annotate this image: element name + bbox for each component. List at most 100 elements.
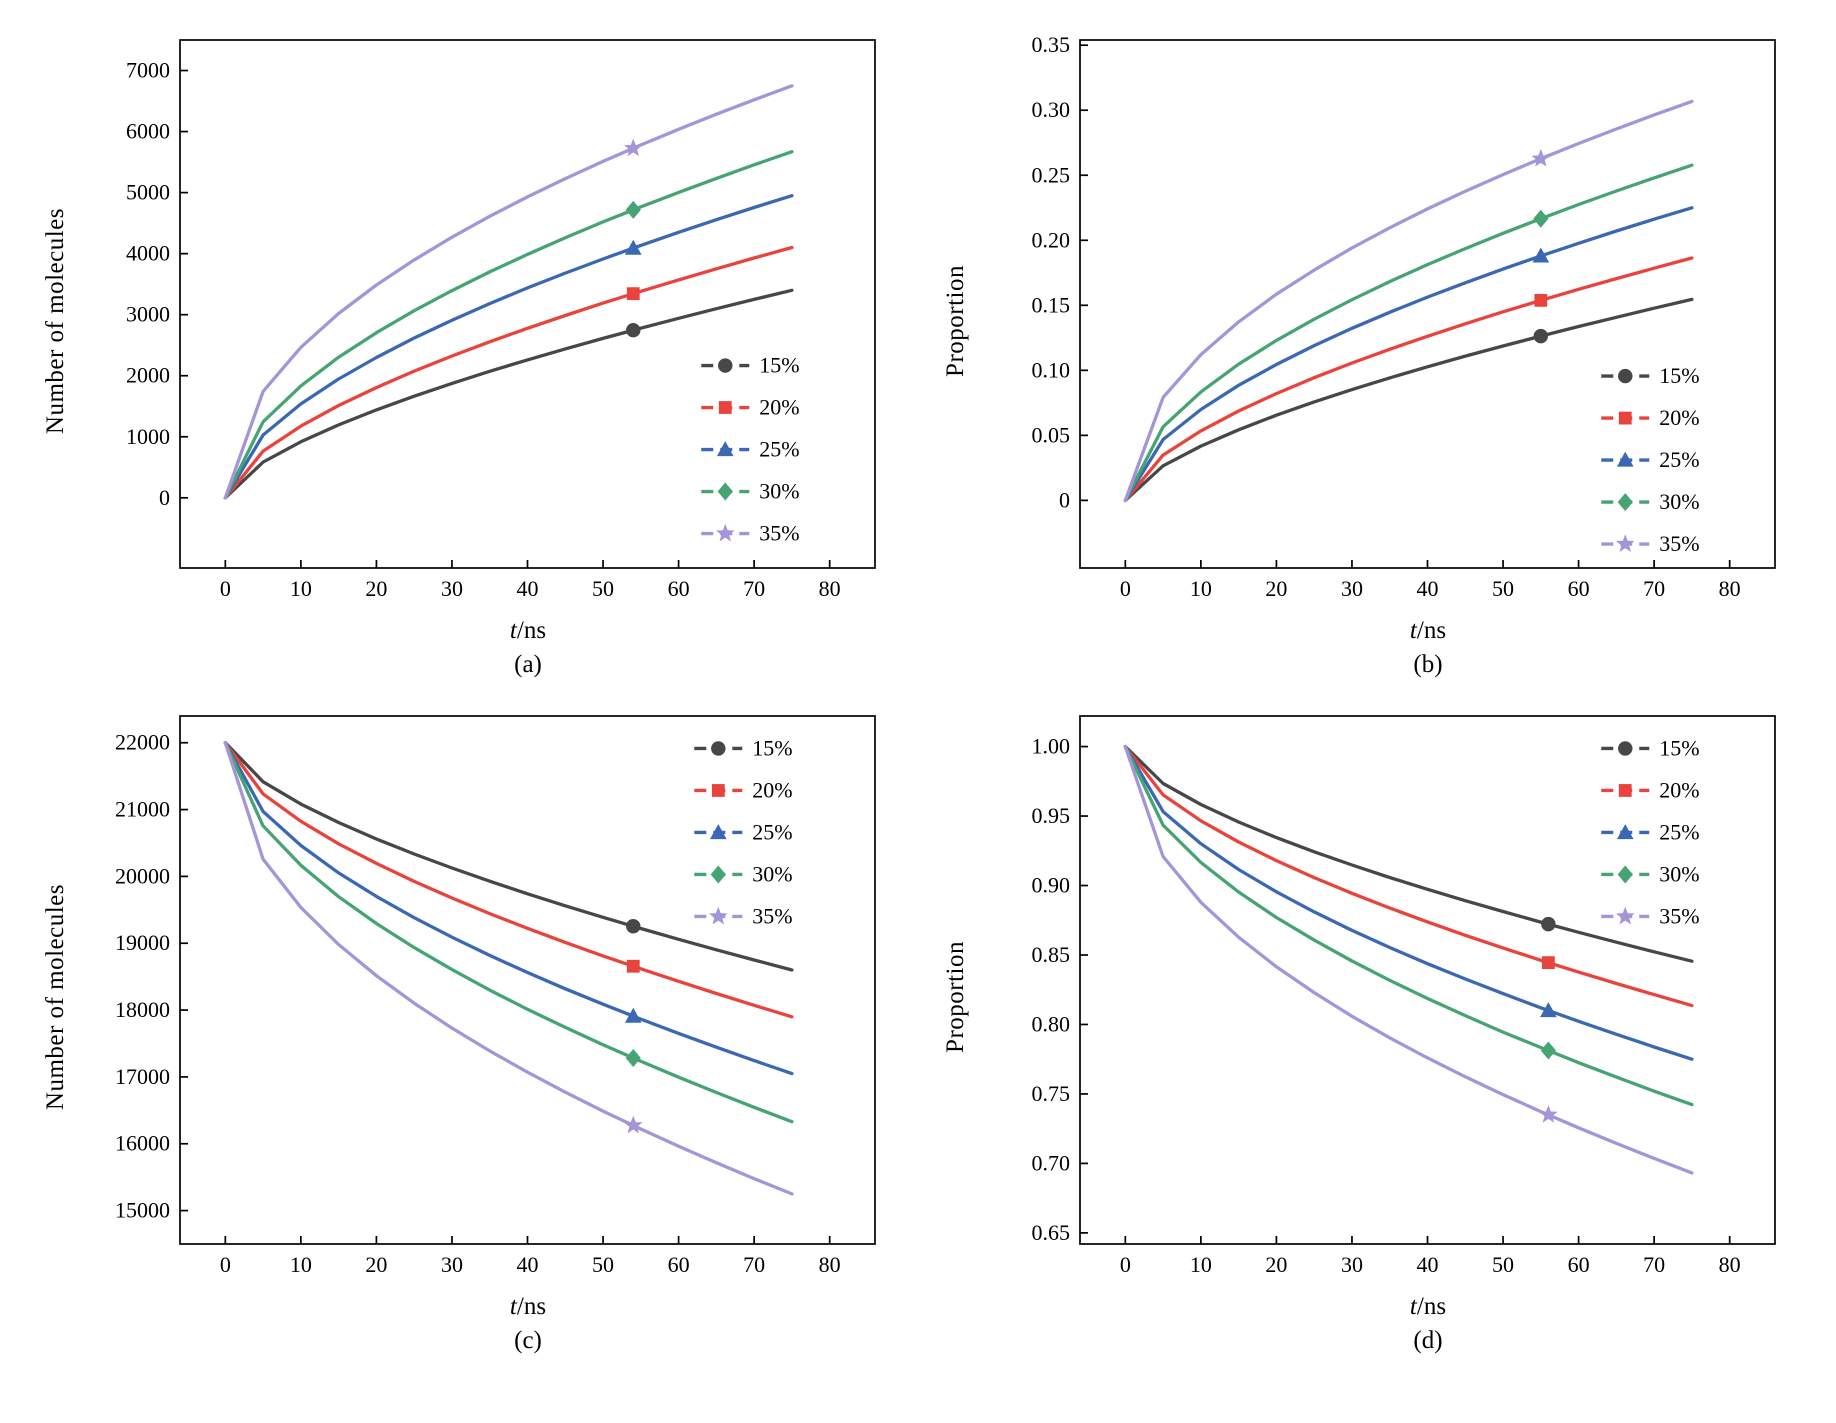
- marker-square-20pct: [1541, 956, 1555, 970]
- series-line-35pct: [223, 741, 794, 1196]
- x-axis-variable: t: [509, 617, 517, 644]
- marker-diamond-legend-30pct: [1617, 865, 1633, 884]
- marker-circle-15pct: [1533, 328, 1549, 344]
- x-tick-label: 20: [1265, 576, 1287, 601]
- panel-b-plot-row: Proportion 0 10 20 30 40 50 60 70 80 0 0.05 0.10 0.1…: [942, 26, 1794, 616]
- x-tick-label: 60: [668, 1252, 690, 1277]
- x-tick-label: 40: [1417, 1252, 1439, 1277]
- panel-a-caption: (a): [514, 651, 542, 678]
- marker-triangle-25pct: [1540, 1002, 1557, 1018]
- legend-item-20pct: 20%: [1601, 777, 1700, 802]
- marker-circle-legend-15pct: [1618, 368, 1633, 384]
- panel-a-plot-row: Number of molecules 0 10 20 30 40 50 60 70 80 0 10…: [42, 26, 894, 616]
- legend-label-25pct: 25%: [1659, 819, 1699, 844]
- marker-diamond-legend-30pct: [717, 482, 733, 501]
- y-tick-label: 0.95: [1032, 803, 1071, 828]
- legend-item-35pct: 35%: [694, 903, 793, 928]
- marker-triangle-25pct: [1532, 247, 1550, 263]
- marker-diamond-30pct: [1540, 1041, 1556, 1060]
- legend-label-15pct: 15%: [1659, 363, 1699, 388]
- marker-square-20pct: [1534, 293, 1548, 307]
- x-tick-label: 30: [1341, 1252, 1363, 1277]
- x-axis-variable: t: [509, 1293, 517, 1320]
- x-tick-label: 60: [1568, 576, 1590, 601]
- y-tick-label: 0.25: [1032, 162, 1071, 187]
- y-tick-label: 2000: [126, 363, 170, 388]
- marker-diamond-legend-30pct: [1617, 493, 1633, 512]
- legend-item-30pct: 30%: [1601, 489, 1700, 514]
- legend-label-30pct: 30%: [1659, 489, 1699, 514]
- legend-label-15pct: 15%: [752, 735, 792, 760]
- panel-b-plot-canvas: 0 10 20 30 40 50 60 70 80 0 0.05 0.10 0.15 0.20 0.25 0.…: [1032, 32, 1776, 601]
- marker-triangle-legend-25pct: [1616, 824, 1634, 840]
- legend-label-20pct: 20%: [752, 777, 792, 802]
- y-tick-label: 1.00: [1032, 734, 1071, 759]
- legend-item-30pct: 30%: [694, 861, 793, 886]
- marker-square-20pct: [626, 287, 640, 301]
- series-line-30pct: [223, 741, 794, 1124]
- x-tick-label: 0: [220, 576, 231, 601]
- y-tick-label: 18000: [115, 997, 170, 1022]
- panel-c: Number of molecules 0 10 20 30 40 50 60 70 80 150…: [42, 702, 894, 1356]
- marker-star-35pct: [1531, 148, 1551, 167]
- y-tick-label: 0.20: [1032, 227, 1071, 252]
- marker-diamond-30pct: [625, 200, 641, 219]
- y-tick-label: 15000: [115, 1198, 170, 1223]
- y-tick-label: 0: [1059, 487, 1070, 512]
- x-axis-unit: /ns: [516, 617, 547, 644]
- x-tick-label: 70: [1643, 1252, 1665, 1277]
- legend-label-30pct: 30%: [1659, 861, 1699, 886]
- panel-d-y-axis-label: Proportion: [942, 941, 969, 1053]
- panel-c-y-axis-label: Number of molecules: [42, 883, 69, 1111]
- legend-label-25pct: 25%: [1659, 447, 1699, 472]
- y-tick-label: 0.30: [1032, 97, 1071, 122]
- y-tick-label: 19000: [115, 930, 170, 955]
- panel-c-plot-row: Number of molecules 0 10 20 30 40 50 60 70 80 150…: [42, 702, 894, 1292]
- y-tick-label: 4000: [126, 241, 170, 266]
- x-axis-unit: /ns: [1416, 1293, 1447, 1320]
- marker-square-legend-20pct: [1618, 411, 1632, 425]
- legend-label-20pct: 20%: [1659, 777, 1699, 802]
- series-line-20pct: [223, 245, 794, 500]
- x-axis-variable: t: [1409, 1293, 1417, 1320]
- x-tick-label: 40: [517, 576, 539, 601]
- series-line-15pct: [1123, 297, 1694, 503]
- x-tick-label: 0: [1120, 576, 1131, 601]
- x-tick-label: 70: [1643, 576, 1665, 601]
- panel-a-y-axis-label: Number of molecules: [42, 207, 69, 435]
- x-tick-label: 30: [441, 1252, 463, 1277]
- legend-label-30pct: 30%: [759, 479, 799, 504]
- panel-b: Proportion 0 10 20 30 40 50 60 70 80 0 0.05 0.10 0.1…: [942, 26, 1794, 680]
- legend-label-35pct: 35%: [759, 521, 799, 546]
- x-tick-label: 10: [1190, 1252, 1212, 1277]
- panel-b-y-axis-label: Proportion: [942, 265, 969, 377]
- panel-d: Proportion 0 10 20 30 40 50 60 70 80 0.65 0.70 0.75…: [942, 702, 1794, 1356]
- y-tick-label: 21000: [115, 797, 170, 822]
- x-tick-label: 60: [668, 576, 690, 601]
- panel-d-x-axis-label: t/ns: [980, 1292, 1790, 1322]
- y-tick-label: 22000: [115, 730, 170, 755]
- legend-item-35pct: 35%: [1601, 903, 1700, 928]
- legend-label-25pct: 25%: [752, 819, 792, 844]
- x-tick-label: 80: [819, 1252, 841, 1277]
- x-tick-label: 40: [1417, 576, 1439, 601]
- marker-square-legend-20pct: [1618, 784, 1632, 797]
- marker-circle-15pct: [1541, 916, 1556, 932]
- marker-triangle-25pct: [624, 239, 642, 255]
- x-tick-label: 80: [1719, 1252, 1741, 1277]
- y-tick-label: 0.70: [1032, 1150, 1071, 1175]
- series-line-35pct: [223, 84, 794, 500]
- marker-star-legend-35pct: [715, 523, 735, 542]
- y-tick-label: 17000: [115, 1064, 170, 1089]
- y-tick-label: 7000: [126, 58, 170, 83]
- y-tick-label: 0.80: [1032, 1011, 1071, 1036]
- x-axis-unit: /ns: [516, 1293, 547, 1320]
- x-tick-label: 70: [743, 576, 765, 601]
- panel-d-plot-canvas: 0 10 20 30 40 50 60 70 80 0.65 0.70 0.75 0.80 0.85 0.9…: [1032, 715, 1776, 1277]
- series-line-15pct: [223, 288, 794, 500]
- y-tick-label: 0: [159, 485, 170, 510]
- panel-c-plot-canvas: 0 10 20 30 40 50 60 70 80 15000 16000 17000 18000 190…: [115, 715, 876, 1277]
- x-tick-label: 50: [1492, 576, 1514, 601]
- marker-circle-legend-15pct: [1618, 741, 1633, 756]
